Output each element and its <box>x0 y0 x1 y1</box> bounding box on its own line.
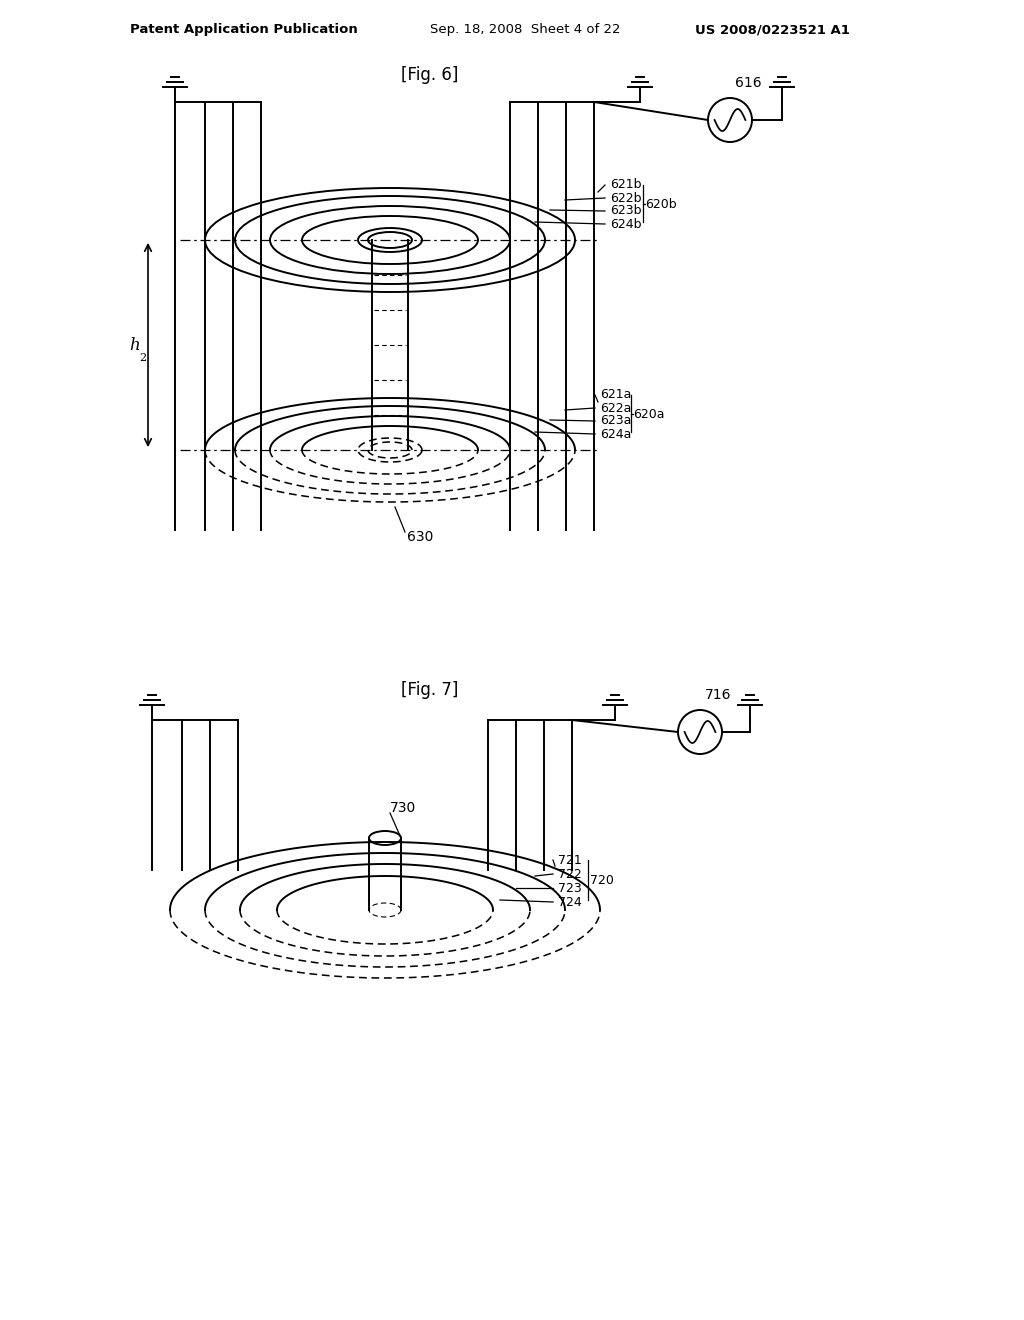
Text: 621b: 621b <box>610 178 641 191</box>
Text: 724: 724 <box>558 895 582 908</box>
Text: [Fig. 6]: [Fig. 6] <box>401 66 459 84</box>
Text: 624b: 624b <box>610 218 641 231</box>
Text: 621a: 621a <box>600 388 632 401</box>
Text: US 2008/0223521 A1: US 2008/0223521 A1 <box>695 24 850 37</box>
Text: 620a: 620a <box>633 408 665 421</box>
Text: 722: 722 <box>558 867 582 880</box>
Text: 616: 616 <box>735 77 762 90</box>
Text: 622b: 622b <box>610 191 641 205</box>
Text: 723: 723 <box>558 882 582 895</box>
Text: [Fig. 7]: [Fig. 7] <box>401 681 459 700</box>
Text: Sep. 18, 2008  Sheet 4 of 22: Sep. 18, 2008 Sheet 4 of 22 <box>430 24 621 37</box>
Text: Patent Application Publication: Patent Application Publication <box>130 24 357 37</box>
Text: 623a: 623a <box>600 414 632 428</box>
Text: h: h <box>129 337 140 354</box>
Text: 630: 630 <box>407 531 433 544</box>
Text: 622a: 622a <box>600 401 632 414</box>
Text: 624a: 624a <box>600 428 632 441</box>
Text: 721: 721 <box>558 854 582 866</box>
Text: 720: 720 <box>590 874 613 887</box>
Text: 623b: 623b <box>610 205 641 218</box>
Text: 716: 716 <box>705 688 731 702</box>
Text: 2: 2 <box>139 352 146 363</box>
Text: 620b: 620b <box>645 198 677 211</box>
Text: 730: 730 <box>390 801 416 814</box>
